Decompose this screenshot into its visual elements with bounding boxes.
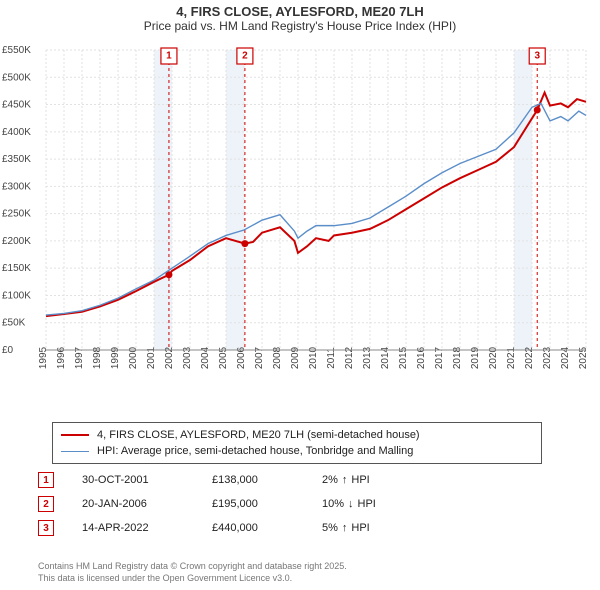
y-tick-label: £150K bbox=[2, 263, 31, 274]
y-tick-label: £50K bbox=[2, 318, 26, 329]
sales-marker: 2 bbox=[38, 496, 54, 512]
y-tick-label: £500K bbox=[2, 72, 31, 83]
y-tick-label: £250K bbox=[2, 209, 31, 220]
sales-vs-label: HPI bbox=[358, 498, 376, 510]
sales-row: 3 14-APR-2022£440,0005% ↑HPI bbox=[38, 516, 568, 540]
sales-vs-label: HPI bbox=[351, 474, 369, 486]
y-tick-label: £200K bbox=[2, 236, 31, 247]
sales-price: £195,000 bbox=[212, 498, 322, 510]
sale-marker-number: 3 bbox=[534, 51, 540, 62]
arrow-up-icon: ↑ bbox=[342, 522, 348, 534]
sales-delta: 10% ↓ HPI bbox=[322, 498, 462, 510]
arrow-down-icon: ↓ bbox=[348, 498, 354, 510]
sale-marker-number: 1 bbox=[166, 51, 172, 62]
footer: Contains HM Land Registry data © Crown c… bbox=[38, 560, 347, 584]
y-tick-label: £400K bbox=[2, 127, 31, 138]
sales-marker: 3 bbox=[38, 520, 54, 536]
legend-swatch bbox=[61, 434, 89, 436]
sales-delta-pct: 5% bbox=[322, 522, 338, 534]
sales-date: 20-JAN-2006 bbox=[82, 498, 212, 510]
legend-label: HPI: Average price, semi-detached house,… bbox=[97, 443, 413, 459]
y-tick-label: £450K bbox=[2, 100, 31, 111]
legend-item: 4, FIRS CLOSE, AYLESFORD, ME20 7LH (semi… bbox=[61, 427, 533, 443]
sales-date: 14-APR-2022 bbox=[82, 522, 212, 534]
band bbox=[514, 50, 532, 350]
sales-row: 1 30-OCT-2001£138,0002% ↑HPI bbox=[38, 468, 568, 492]
sales-price: £138,000 bbox=[212, 474, 322, 486]
sale-marker-number: 2 bbox=[242, 51, 248, 62]
y-tick-label: £550K bbox=[2, 45, 31, 56]
y-tick-label: £0 bbox=[2, 345, 14, 356]
sales-vs-label: HPI bbox=[351, 522, 369, 534]
arrow-up-icon: ↑ bbox=[342, 474, 348, 486]
legend-swatch bbox=[61, 451, 89, 452]
title-subtitle: Price paid vs. HM Land Registry's House … bbox=[0, 19, 600, 33]
title-block: 4, FIRS CLOSE, AYLESFORD, ME20 7LH Price… bbox=[0, 0, 600, 35]
legend: 4, FIRS CLOSE, AYLESFORD, ME20 7LH (semi… bbox=[52, 422, 542, 464]
sales-price: £440,000 bbox=[212, 522, 322, 534]
sales-delta: 5% ↑HPI bbox=[322, 522, 462, 534]
sales-table: 130-OCT-2001£138,0002%↑HPI220-JAN-2006£1… bbox=[38, 468, 568, 540]
sales-delta-pct: 2% bbox=[322, 474, 338, 486]
chart-container: 4, FIRS CLOSE, AYLESFORD, ME20 7LH Price… bbox=[0, 0, 600, 590]
footer-line-2: This data is licensed under the Open Gov… bbox=[38, 572, 347, 584]
band bbox=[226, 50, 244, 350]
chart-area: £0£50K£100K£150K£200K£250K£300K£350K£400… bbox=[36, 44, 590, 392]
sales-delta-pct: 10% bbox=[322, 498, 344, 510]
y-tick-label: £300K bbox=[2, 181, 31, 192]
sales-date: 30-OCT-2001 bbox=[82, 474, 212, 486]
title-address: 4, FIRS CLOSE, AYLESFORD, ME20 7LH bbox=[0, 4, 600, 19]
y-tick-label: £350K bbox=[2, 154, 31, 165]
sales-row: 2 20-JAN-2006£195,00010% ↓ HPI bbox=[38, 492, 568, 516]
legend-item: HPI: Average price, semi-detached house,… bbox=[61, 443, 533, 459]
legend-label: 4, FIRS CLOSE, AYLESFORD, ME20 7LH (semi… bbox=[97, 427, 420, 443]
y-tick-label: £100K bbox=[2, 290, 31, 301]
sale-dot bbox=[534, 107, 541, 114]
sale-dot bbox=[241, 240, 248, 247]
chart-svg: £0£50K£100K£150K£200K£250K£300K£350K£400… bbox=[36, 44, 590, 392]
sales-delta: 2% ↑HPI bbox=[322, 474, 462, 486]
sales-marker: 1 bbox=[38, 472, 54, 488]
footer-line-1: Contains HM Land Registry data © Crown c… bbox=[38, 560, 347, 572]
